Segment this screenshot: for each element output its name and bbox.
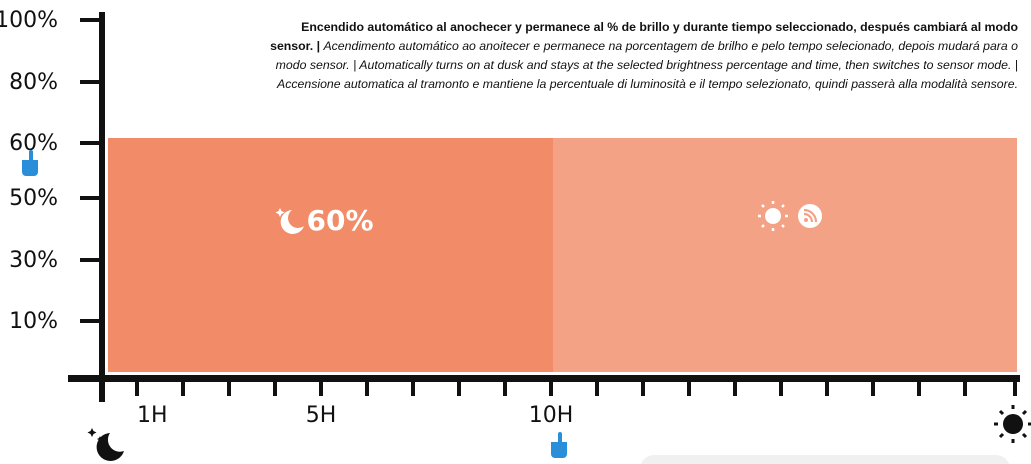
x-tick bbox=[687, 378, 691, 396]
star-icon bbox=[275, 208, 285, 217]
x-tick bbox=[319, 378, 323, 396]
x-tick bbox=[641, 378, 645, 396]
description: Encendido automático al anochecer y perm… bbox=[270, 18, 1018, 94]
y-tick-label: 30% bbox=[9, 248, 58, 273]
y-tick-label: 60% bbox=[9, 131, 58, 156]
hand-icon bbox=[22, 150, 38, 176]
y-tick-label: 80% bbox=[9, 70, 58, 95]
x-tick bbox=[457, 378, 461, 396]
sun-icon bbox=[758, 201, 788, 231]
panel bbox=[640, 455, 1010, 464]
y-tick bbox=[80, 141, 102, 145]
description-italic: Acendimento automático ao anoitecer e pe… bbox=[275, 39, 1018, 91]
y-tick bbox=[80, 319, 102, 323]
x-tick-label: 5H bbox=[306, 403, 337, 428]
level-label: 60% bbox=[306, 204, 373, 237]
hand-icon bbox=[551, 432, 567, 458]
x-tick bbox=[365, 378, 369, 396]
sensor-phase bbox=[553, 138, 1017, 372]
y-axis bbox=[99, 12, 105, 402]
y-tick bbox=[80, 18, 102, 22]
x-tick bbox=[871, 378, 875, 396]
x-axis bbox=[68, 375, 1020, 382]
y-tick-label: 10% bbox=[9, 309, 58, 334]
x-tick bbox=[779, 378, 783, 396]
x-tick bbox=[963, 378, 967, 396]
x-tick bbox=[411, 378, 415, 396]
x-tick bbox=[227, 378, 231, 396]
x-ticks: 1H 5H 10H bbox=[100, 378, 1017, 428]
x-tick bbox=[135, 378, 139, 396]
x-tick bbox=[1013, 378, 1017, 396]
x-tick bbox=[273, 378, 277, 396]
moon-icon bbox=[96, 433, 124, 461]
y-tick bbox=[80, 258, 102, 262]
night-phase bbox=[108, 138, 553, 372]
x-tick bbox=[100, 378, 105, 402]
x-tick bbox=[733, 378, 737, 396]
y-tick bbox=[80, 196, 102, 200]
x-tick bbox=[595, 378, 599, 396]
y-tick-label: 100% bbox=[0, 8, 58, 33]
sun-icon bbox=[994, 405, 1031, 443]
x-tick bbox=[503, 378, 507, 396]
x-tick bbox=[917, 378, 921, 396]
y-tick-label: 50% bbox=[9, 186, 58, 211]
moon-icon bbox=[280, 210, 304, 234]
star-icon bbox=[87, 428, 103, 442]
y-ticks: 100% 80% 60% 50% 30% 10% bbox=[0, 8, 102, 334]
x-tick-label: 1H bbox=[137, 403, 168, 428]
x-tick-label: 10H bbox=[529, 403, 574, 428]
x-tick bbox=[181, 378, 185, 396]
description-bold: Encendido automático al anochecer y perm… bbox=[270, 20, 1018, 53]
sensor-icon bbox=[798, 204, 822, 228]
y-tick bbox=[80, 80, 102, 84]
x-tick bbox=[825, 378, 829, 396]
x-tick bbox=[549, 378, 553, 396]
